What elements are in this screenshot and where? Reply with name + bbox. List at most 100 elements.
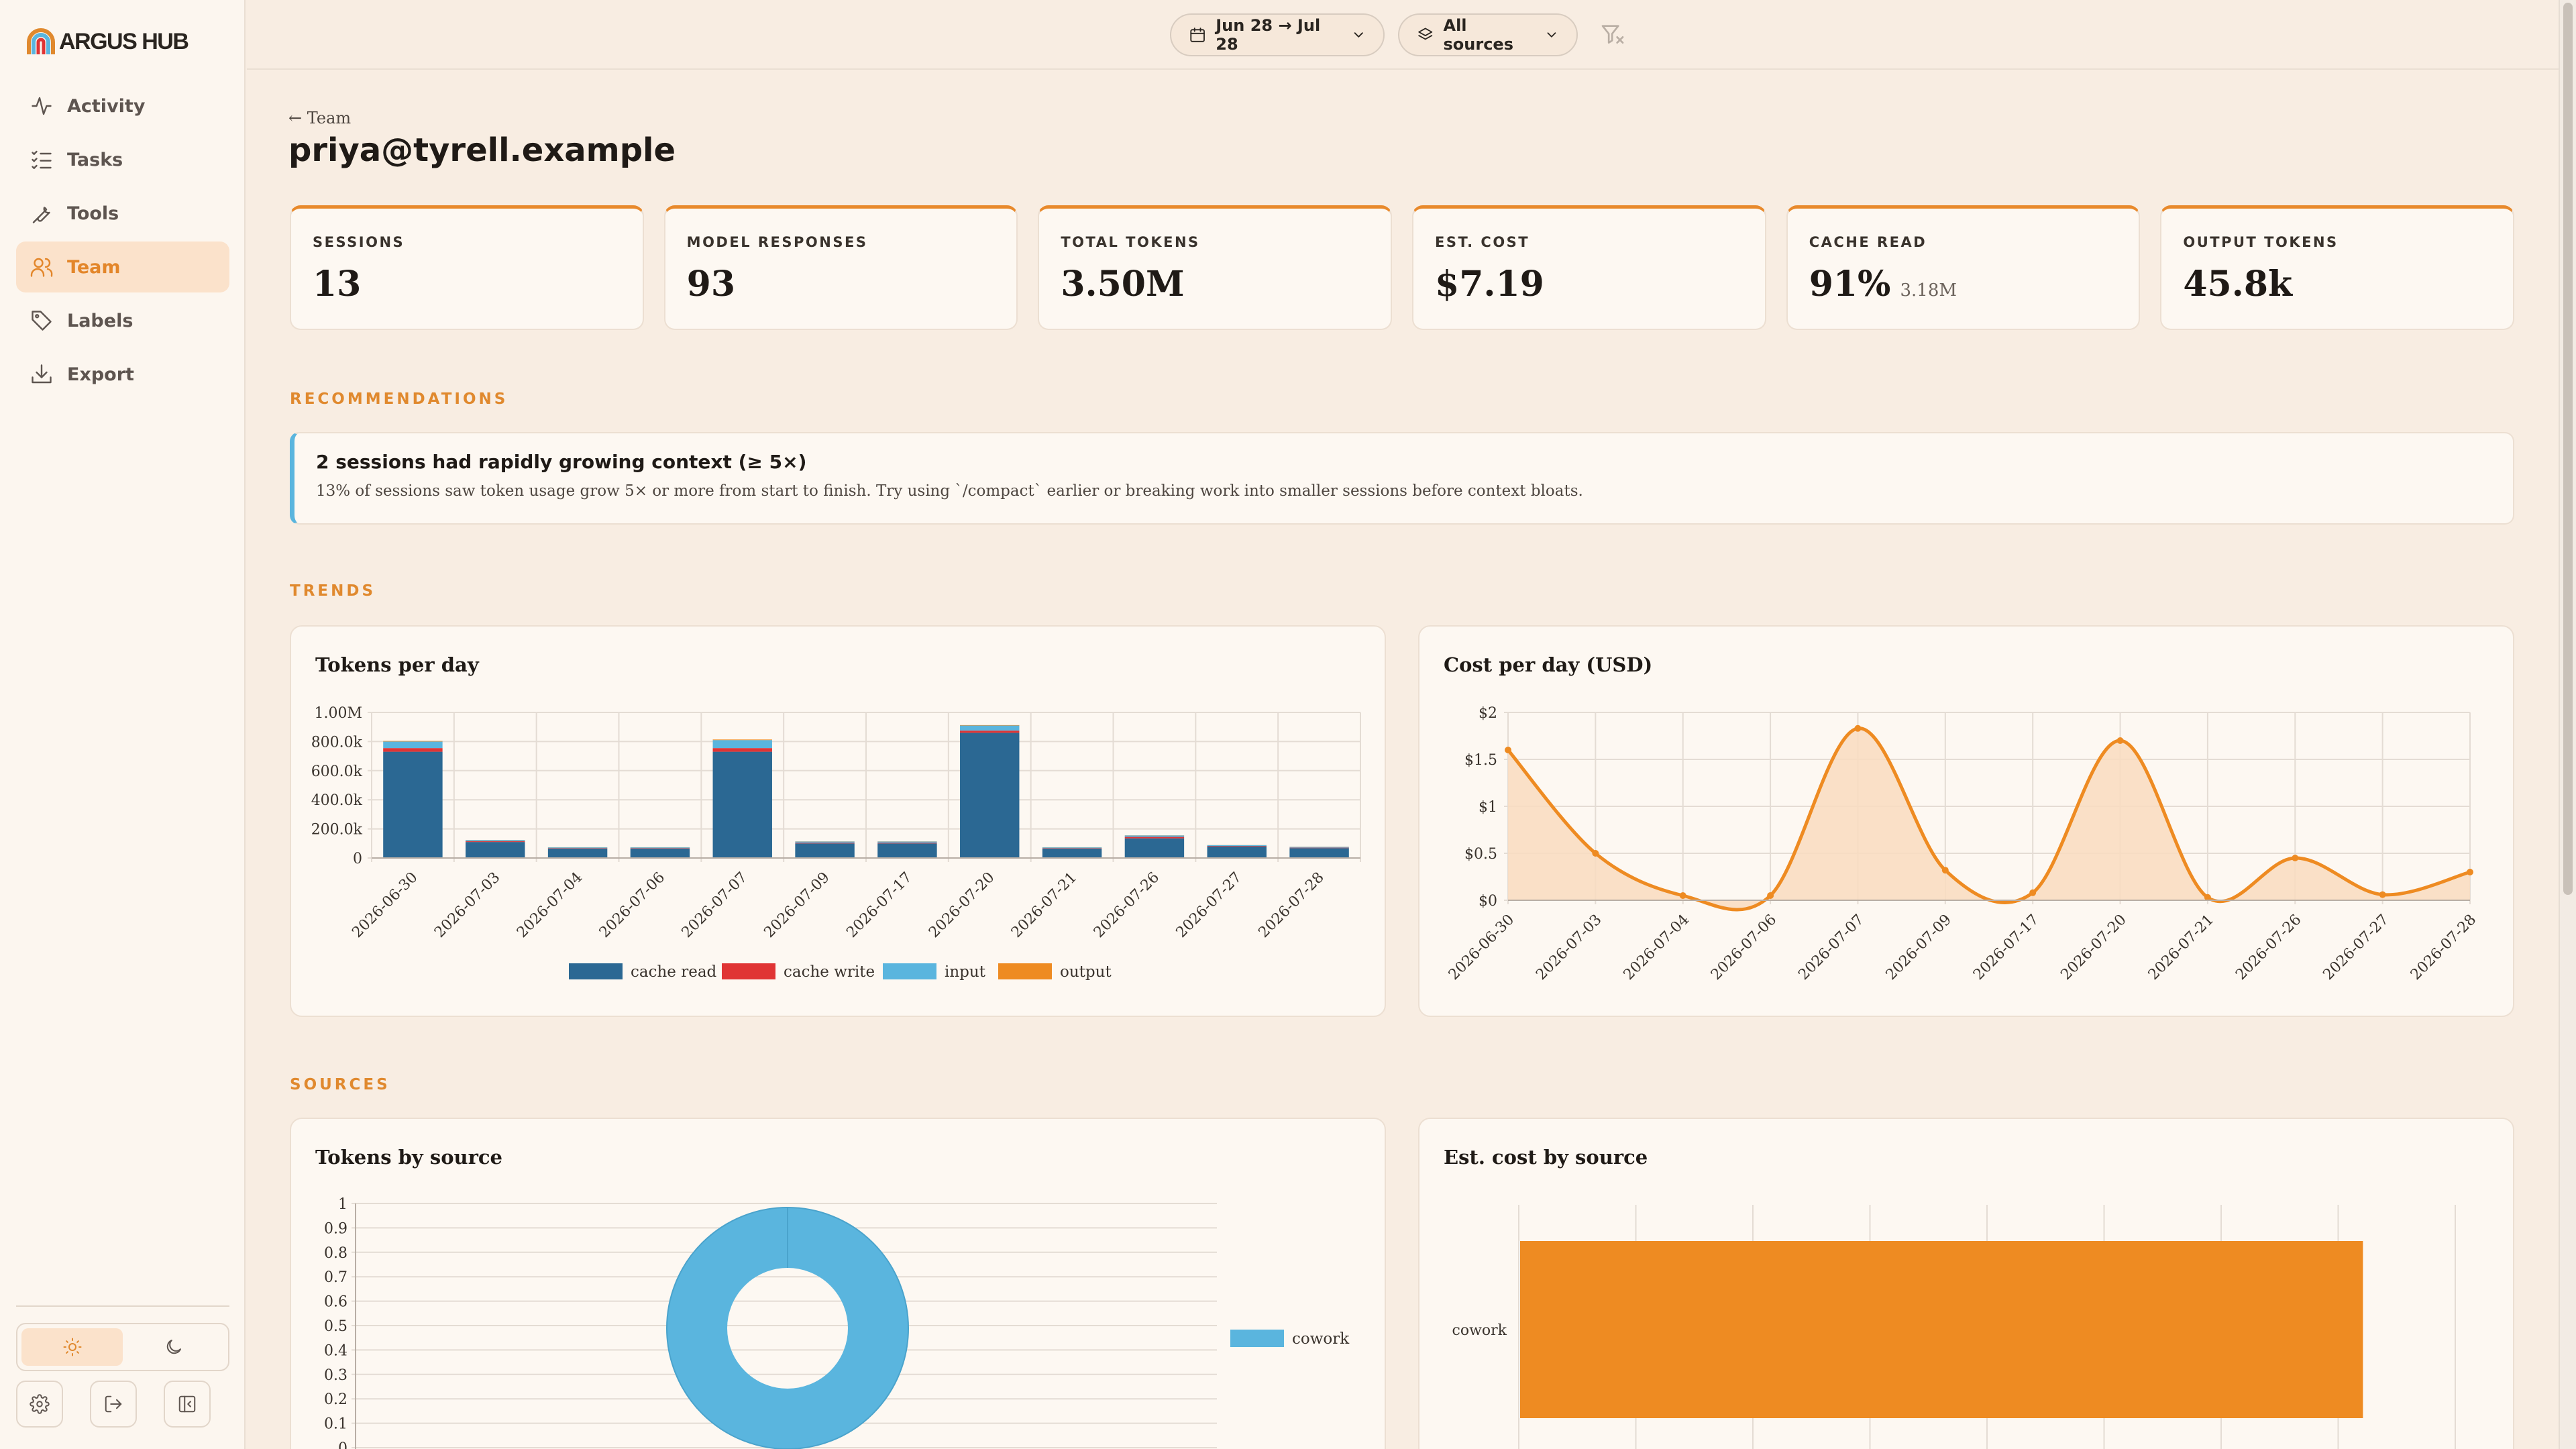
y-tick-label: 800.0k [311, 734, 363, 751]
scrollbar-thumb[interactable] [2563, 3, 2573, 895]
topbar: Jun 28 → Jul 28 All sources [247, 0, 2559, 70]
legend-label: cowork [1292, 1330, 1350, 1348]
bar-segment-cache-read [466, 842, 525, 858]
section-title-trends: TRENDS [290, 582, 376, 600]
sidebar-item-tools[interactable]: Tools [16, 188, 229, 239]
y-tick-label: 1 [338, 1196, 347, 1213]
stat-value: 13 [313, 264, 621, 305]
bar-segment-output [383, 741, 443, 742]
legend-swatch [883, 963, 936, 979]
y-tick-label: 1.00M [314, 705, 362, 722]
calendar-icon [1190, 28, 1205, 42]
stat-label: CACHE READ [1809, 234, 1927, 250]
y-tick-label: 0.8 [324, 1245, 347, 1262]
y-tick-label: 0.3 [324, 1367, 347, 1384]
cost-per-day-card: Cost per day (USD) $2 $1.5 $1 $0.5 $0 2026-06… [1418, 625, 2514, 1017]
x-tick-label: 2026-07-03 [1533, 912, 1605, 983]
sidebar-item-activity[interactable]: Activity [16, 80, 229, 131]
chart-title: Cost per day (USD) [1444, 653, 1653, 676]
logo[interactable]: ARGUS HUB [25, 25, 189, 58]
stat-value-text: $7.19 [1435, 264, 1544, 305]
cost-by-source-card: Est. cost by source cowork [1418, 1118, 2514, 1449]
layers-icon [1418, 28, 1433, 40]
sidebar-divider [16, 1305, 229, 1307]
bar-segment-cache-read [1207, 846, 1267, 858]
x-tick-label: 2026-07-20 [926, 869, 998, 941]
sidebar-item-export[interactable]: Export [16, 349, 229, 400]
cost-point [1679, 892, 1686, 899]
wrench-icon [32, 207, 50, 223]
cost-point [1941, 867, 1949, 874]
x-tick-label: 2026-07-04 [514, 869, 586, 941]
chevron-down-icon [1354, 32, 1363, 38]
y-tick-label: $1 [1479, 799, 1497, 816]
clear-filter-icon[interactable] [1599, 21, 1626, 48]
users-icon [30, 258, 53, 277]
x-tick-label: 2026-07-28 [2408, 912, 2479, 983]
bar-segment-cache-read [1124, 838, 1185, 858]
source-filter-dropdown[interactable]: All sources [1398, 13, 1578, 56]
sidebar-item-tasks[interactable]: Tasks [16, 134, 229, 185]
bar-segment-cache-write [1289, 847, 1349, 849]
back-to-team-link[interactable]: ← Team [288, 109, 352, 127]
x-tick-label: 2026-07-09 [761, 869, 833, 941]
cost-point [2467, 869, 2473, 875]
y-tick-label: 0.5 [324, 1318, 347, 1335]
stats-row: SESSIONS 13 MODEL RESPONSES 93 TOTAL TOK… [290, 205, 2515, 330]
settings-button[interactable] [16, 1381, 63, 1428]
bar-segment-cache-read [1289, 848, 1349, 858]
x-tick-label: 2026-06-30 [349, 869, 421, 941]
rainbow-logo-icon [27, 28, 55, 54]
sidebar-nav: Activity Tasks Tools Team Labels Export [16, 80, 229, 402]
stat-subvalue: 3.18M [1900, 280, 1957, 301]
sidebar-item-labels[interactable]: Labels [16, 295, 229, 346]
bar-segment-input [547, 847, 608, 849]
sidebar-item-team[interactable]: Team [16, 241, 229, 292]
stat-value: 91% 3.18M [1809, 264, 2118, 305]
logout-button[interactable] [90, 1381, 137, 1428]
bar-segment-cache-write [630, 848, 690, 849]
stat-value-text: 91% [1809, 264, 1891, 305]
page-scrollbar[interactable] [2559, 0, 2576, 1449]
y-tick-label: 0 [338, 1440, 347, 1449]
bar-segment-output [960, 724, 1020, 726]
cost-point [1505, 747, 1511, 753]
bar-segment-cache-read [630, 848, 690, 858]
y-tick-label: 0.6 [324, 1294, 347, 1311]
x-tick-label: 2026-06-30 [1446, 912, 1517, 983]
x-tick-label: 2026-07-20 [2057, 912, 2129, 983]
dark-theme-button[interactable] [123, 1328, 224, 1366]
stat-value: 45.8k [2183, 264, 2491, 305]
page-title: priya@tyrell.example [288, 131, 676, 169]
sidebar-item-label: Tools [67, 203, 119, 224]
recommendation-title: 2 sessions had rapidly growing context (… [316, 451, 807, 473]
sidebar-actions [16, 1381, 211, 1428]
bar-segment-input [1124, 835, 1185, 837]
stat-card-est-cost: EST. COST $7.19 [1412, 205, 1766, 330]
collapse-sidebar-button[interactable] [164, 1381, 211, 1428]
legend-label: cache write [784, 963, 875, 981]
y-tick-label: cowork [1452, 1322, 1507, 1339]
y-tick-label: $2 [1479, 705, 1497, 722]
bar-segment-input [383, 741, 443, 749]
x-tick-label: 2026-07-07 [1795, 912, 1867, 983]
y-tick-label: $1.5 [1464, 752, 1497, 769]
chevron-down-icon [1547, 32, 1556, 38]
app-name: ARGUS HUB [59, 28, 189, 54]
bar-segment-input [466, 840, 525, 842]
light-theme-button[interactable] [21, 1328, 123, 1366]
stat-value: 3.50M [1061, 264, 1369, 305]
section-title-sources: SOURCES [290, 1076, 390, 1093]
date-range-picker[interactable]: Jun 28 → Jul 28 [1170, 13, 1385, 56]
sidebar-collapse-icon [178, 1395, 196, 1413]
cost-point [1854, 724, 1862, 732]
sidebar: ARGUS HUB Activity Tasks Tools Team Labe… [0, 0, 246, 1449]
tokens-by-source-chart: 1 0.9 0.8 0.7 0.6 0.5 0.4 0.3 0.2 0.1 0 cowork [324, 1196, 1350, 1449]
bar-segment-cache-write [547, 848, 608, 849]
stat-value-text: 13 [313, 264, 362, 305]
y-tick-label: 400.0k [311, 792, 363, 809]
bar-segment-cache-read [712, 751, 772, 858]
stat-value-text: 45.8k [2183, 264, 2293, 305]
moon-icon [166, 1340, 181, 1354]
